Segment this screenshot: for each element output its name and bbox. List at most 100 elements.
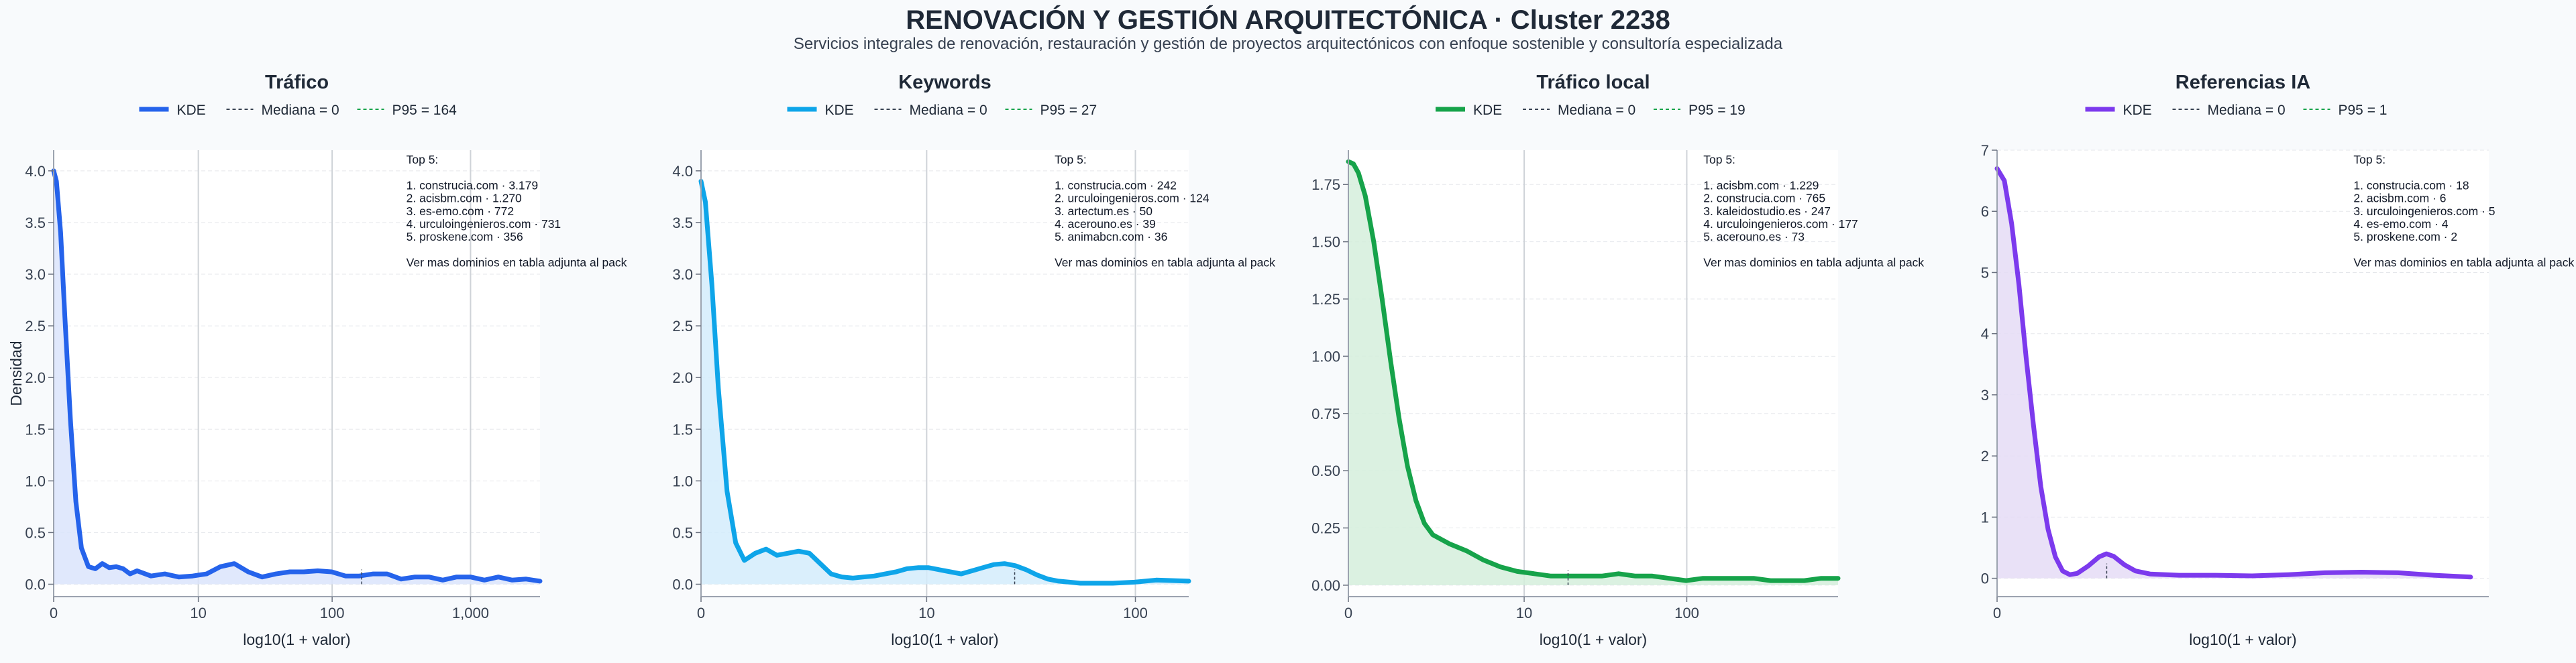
kde-area [1348,162,1838,585]
x-axis-label: log10(1 + valor) [891,631,998,648]
y-tick-label: 1.00 [1311,348,1340,365]
x-tick-label: 10 [190,605,206,621]
annotation-line: 2. acisbm.com · 6 [2353,192,2446,205]
x-axis-label: log10(1 + valor) [243,631,350,648]
x-tick-label: 0 [50,605,58,621]
annotation-line: Ver mas dominios en tabla adjunta al pac… [2353,256,2574,269]
x-tick-label: 0 [697,605,705,621]
y-tick-label: 4.0 [672,163,693,180]
chart-panel-1: 0.0 0.5 1.0 1.5 2.0 2.5 3.0 3.5 4.0 0 10 100 log10(1… [672,72,1275,648]
annotation-line: 1. construcia.com · 242 [1055,178,1177,192]
y-tick-label: 2.0 [672,369,693,386]
legend-p95-label: P95 = 1 [2339,103,2387,118]
y-tick-label: 3.5 [25,215,46,231]
legend-median-label: Mediana = 0 [1558,103,1635,118]
chart-title: Tráfico [265,72,329,93]
legend-kde-label: KDE [1473,103,1502,118]
y-tick-label: 7 [1981,142,1989,159]
annotation-line: 1. acisbm.com · 1.229 [1703,178,1819,192]
y-tick-label: 3.0 [25,266,46,283]
annotation-line: Top 5: [1055,153,1087,166]
chart-title: Referencias IA [2176,72,2311,93]
x-tick-label: 100 [1123,605,1148,621]
annotation-line: 5. proskene.com · 2 [2353,230,2457,243]
plot-area [54,150,540,597]
annotation-line: 5. animabcn.com · 36 [1055,230,1167,243]
legend-kde-label: KDE [177,103,206,118]
x-tick-label: 0 [1344,605,1352,621]
annotation-line: 2. construcia.com · 765 [1703,192,1825,205]
annotation-line: Ver mas dominios en tabla adjunta al pac… [407,256,627,269]
annotation-line: 5. acerouno.es · 73 [1703,230,1805,243]
plot-area [1997,150,2489,597]
annotation-line: 1. construcia.com · 3.179 [407,178,538,192]
y-tick-label: 6 [1981,203,1989,220]
annotation-line: 4. urculoingenieros.com · 731 [407,217,561,231]
annotation-line: 3. urculoingenieros.com · 5 [2353,204,2495,218]
legend-median-label: Mediana = 0 [2208,103,2286,118]
chart-title: Keywords [898,72,991,93]
y-tick-label: 4 [1981,326,1989,343]
y-tick-label: 0.5 [672,524,693,541]
annotation-line: 4. es-emo.com · 4 [2353,217,2448,231]
annotation-line: Ver mas dominios en tabla adjunta al pac… [1055,256,1275,269]
y-tick-label: 1 [1981,509,1989,526]
y-tick-label: 3 [1981,387,1989,404]
y-tick-label: 0.5 [25,524,46,541]
legend-p95-label: P95 = 164 [392,103,458,118]
y-tick-label: 0 [1981,570,1989,587]
annotation-line: Top 5: [407,153,439,166]
legend-p95-label: P95 = 19 [1688,103,1746,118]
y-tick-label: 1.5 [672,421,693,438]
annotation-line: 3. kaleidostudio.es · 247 [1703,204,1831,218]
page-title: RENOVACIÓN Y GESTIÓN ARQUITECTÓNICA · Cl… [906,5,1670,35]
y-tick-label: 0.25 [1311,520,1340,537]
annotation-line: 3. artectum.es · 50 [1055,204,1152,218]
plot-area [701,150,1189,597]
y-tick-label: 3.0 [672,266,693,283]
x-axis-label: log10(1 + valor) [2189,631,2296,648]
plot-area [1348,150,1838,597]
y-tick-label: 1.0 [25,473,46,489]
legend-median-label: Mediana = 0 [910,103,987,118]
y-tick-label: 4.0 [25,163,46,180]
chart-panel-2: 0.00 0.25 0.50 0.75 1.00 1.25 1.50 1.75 0 10 100 lo… [1311,72,1924,648]
annotation-line: 5. proskene.com · 356 [407,230,523,243]
x-axis-label: log10(1 + valor) [1540,631,1647,648]
legend-p95-label: P95 = 27 [1040,103,1097,118]
annotation-line: Top 5: [1703,153,1735,166]
annotation-line: 3. es-emo.com · 772 [407,204,514,218]
y-tick-label: 1.25 [1311,291,1340,308]
y-tick-label: 0.50 [1311,463,1340,479]
annotation-line: 2. acisbm.com · 1.270 [407,192,522,205]
kde-line [698,178,1191,586]
legend-kde-label: KDE [825,103,854,118]
chart-title: Tráfico local [1536,72,1650,93]
y-tick-label: 2.5 [25,318,46,335]
chart-panel-3: 0 1 2 3 4 5 6 7 0 log10(1 + valor) Referencias IA K… [1981,72,2575,648]
kde-line [1346,159,1841,583]
chart-panel-0: 0.0 0.5 1.0 1.5 2.0 2.5 3.0 3.5 4.0 0 10 100 1,000 lo… [7,72,627,648]
annotation-line: 4. acerouno.es · 39 [1055,217,1156,231]
y-tick-label: 0.00 [1311,577,1340,594]
kde-line [51,168,543,584]
y-tick-label: 5 [1981,264,1989,281]
y-axis-label: Densidad [7,341,25,406]
kde-line [1994,166,2473,580]
legend-kde-label: KDE [2123,103,2152,118]
annotation-line: 1. construcia.com · 18 [2353,178,2469,192]
y-tick-label: 0.0 [25,577,46,593]
y-tick-label: 2.5 [672,318,693,335]
y-tick-label: 0.75 [1311,406,1340,422]
annotation-line: 4. urculoingenieros.com · 177 [1703,217,1858,231]
annotation-line: 2. urculoingenieros.com · 124 [1055,192,1210,205]
x-tick-label: 10 [918,605,934,621]
x-tick-label: 100 [1674,605,1699,621]
x-tick-label: 10 [1516,605,1532,621]
x-tick-label: 100 [320,605,345,621]
kde-area [1997,168,2471,579]
page-subtitle: Servicios integrales de renovación, rest… [793,35,1783,53]
y-tick-label: 3.5 [672,215,693,231]
annotation-line: Ver mas dominios en tabla adjunta al pac… [1703,256,1924,269]
